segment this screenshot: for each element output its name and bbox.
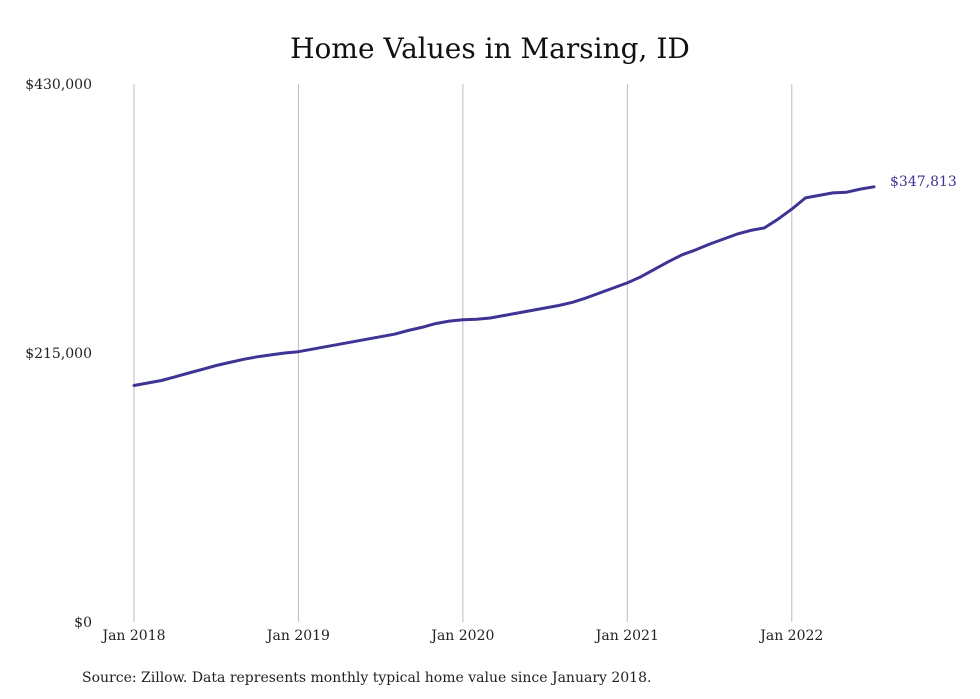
y-tick-label: $0 [74, 615, 92, 631]
x-tick-label: Jan 2021 [594, 628, 659, 644]
y-axis-ticks: $430,000 $215,000 $0 [25, 77, 92, 631]
x-axis-ticks: Jan 2018 Jan 2019 Jan 2020 Jan 2021 Jan 2022 [100, 628, 823, 644]
source-note: Source: Zillow. Data represents monthly … [82, 670, 651, 686]
x-tick-label: Jan 2018 [100, 628, 165, 644]
x-tick-label: Jan 2022 [758, 628, 823, 644]
series-line [132, 185, 876, 387]
y-tick-label: $215,000 [25, 346, 92, 362]
x-tick-label: Jan 2019 [265, 628, 330, 644]
y-tick-label: $430,000 [25, 77, 92, 93]
end-value-label: $347,813 [890, 174, 957, 190]
x-tick-label: Jan 2020 [429, 628, 494, 644]
chart-title: Home Values in Marsing, ID [290, 32, 690, 65]
gridlines [133, 84, 793, 622]
